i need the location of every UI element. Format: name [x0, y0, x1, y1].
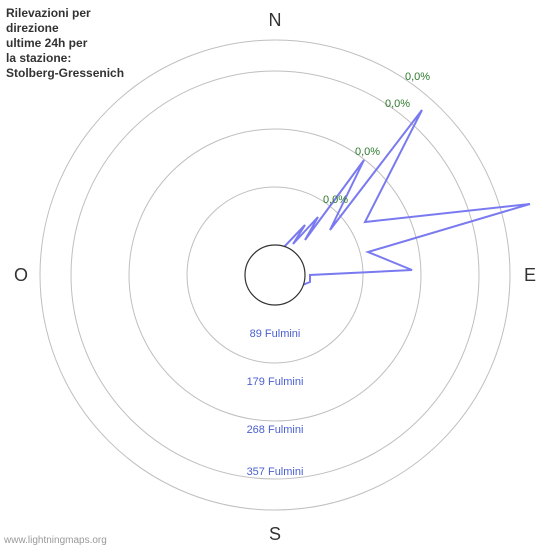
chart-title: Rilevazioni per direzione ultime 24h per… [6, 6, 124, 81]
ring-count-label: 89 Fulmini [250, 328, 301, 340]
ring-count-label: 268 Fulmini [247, 424, 304, 436]
ring-pct-label: 0,0% [405, 71, 430, 83]
ring-count-label: 179 Fulmini [247, 376, 304, 388]
compass-label: E [524, 265, 536, 285]
ring-pct-label: 0,0% [385, 98, 410, 110]
polar-chart: 0,0% 0,0% 0,0% 0,0% 89 Fulmini 179 Fulmini 268… [0, 0, 550, 550]
footer-credit: www.lightningmaps.org [4, 535, 107, 546]
ring-count-label: 357 Fulmini [247, 466, 304, 478]
compass-label: O [14, 265, 28, 285]
compass-label: S [269, 524, 281, 544]
ring-pct-label: 0,0% [323, 194, 348, 206]
ring-pct-label: 0,0% [355, 146, 380, 158]
compass-label: N [269, 10, 282, 30]
